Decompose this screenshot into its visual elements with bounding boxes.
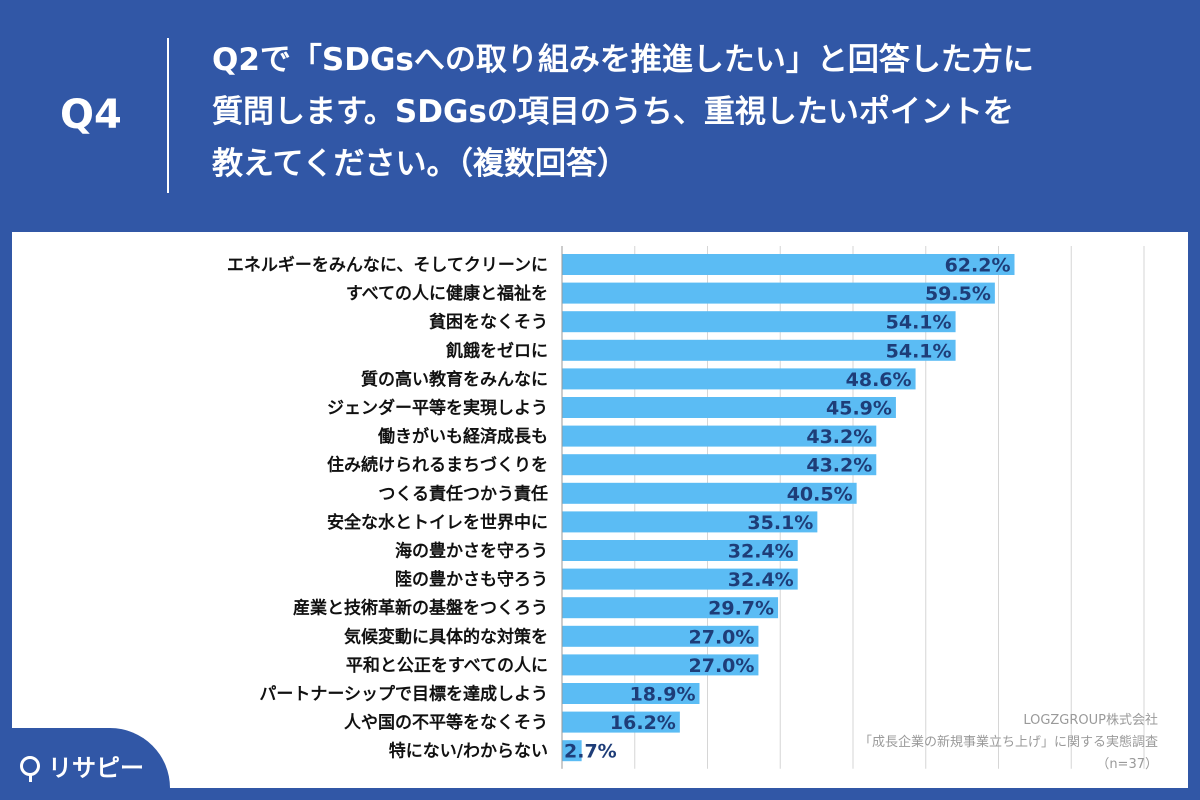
- category-label: 海の豊かさを守ろう: [395, 541, 548, 562]
- bar: [562, 254, 1015, 275]
- bar: [562, 597, 779, 619]
- value-label: 48.6%: [846, 369, 912, 391]
- value-label: 16.2%: [610, 712, 676, 734]
- bar: [562, 397, 896, 418]
- chart-panel: エネルギーをみんなに、そしてクリーンに 62.2% すべての人に健康と福祉を 59.5…: [12, 232, 1188, 788]
- question-line-1: Q2で「SDGsへの取り組みを推進したい」と回答した方に: [212, 42, 1034, 78]
- category-label: 産業と技術革新の基盤をつくろう: [293, 598, 548, 619]
- bar: [562, 454, 877, 476]
- question-line-2: 質問します。SDGsの項目のうち、重視したいポイントを: [212, 94, 1014, 130]
- bar: [562, 711, 680, 733]
- category-label: ジェンダー平等を実現しよう: [327, 398, 548, 419]
- value-label: 32.4%: [728, 569, 794, 591]
- bar: [562, 540, 798, 561]
- bar: [562, 339, 956, 361]
- bar: [562, 740, 582, 762]
- value-label: 2.7%: [564, 741, 617, 763]
- category-label: パートナーシップで目標を達成しよう: [259, 684, 548, 705]
- bar: [562, 625, 759, 647]
- value-label: 27.0%: [689, 655, 755, 677]
- logo-text: リサピー: [48, 754, 144, 782]
- category-label: 働きがいも経済成長も: [377, 426, 548, 447]
- category-label: 平和と公正をすべての人に: [346, 656, 548, 676]
- value-label: 45.9%: [826, 398, 892, 420]
- bar: [562, 482, 857, 504]
- bar: [562, 683, 700, 704]
- value-label: 18.9%: [630, 684, 696, 706]
- category-label: すべての人に健康と福祉を: [346, 283, 548, 304]
- bar-chart: エネルギーをみんなに、そしてクリーンに 62.2% すべての人に健康と福祉を 59.5…: [227, 246, 1145, 769]
- bar: [562, 425, 877, 447]
- value-label: 27.0%: [689, 626, 755, 648]
- source-sample: （n=37）: [1096, 757, 1158, 772]
- source-note: LOGZGROUP株式会社 「成長企業の新規事業立ち上げ」に関する実態調査 （n…: [859, 710, 1158, 776]
- category-label: つくる責任つかう責任: [378, 483, 548, 504]
- category-label: 飢餓をゼロに: [445, 340, 548, 361]
- value-label: 43.2%: [806, 426, 872, 448]
- value-label: 40.5%: [787, 483, 853, 505]
- value-label: 62.2%: [945, 255, 1011, 277]
- category-label: エネルギーをみんなに、そしてクリーンに: [227, 256, 548, 276]
- question-line-3: 教えてください。（複数回答）: [212, 146, 629, 182]
- question-number: Q4: [60, 92, 122, 138]
- bar: [562, 511, 818, 533]
- value-label: 32.4%: [728, 541, 794, 563]
- bar: [562, 568, 798, 590]
- category-label: 気候変動に具体的な対策を: [343, 626, 548, 647]
- category-label: 住み続けられるまちづくりを: [327, 455, 548, 476]
- value-label: 43.2%: [806, 455, 872, 477]
- bar: [562, 654, 759, 676]
- source-company: LOGZGROUP株式会社: [1023, 713, 1158, 728]
- value-label: 35.1%: [747, 512, 813, 534]
- logo: リサピー: [20, 748, 144, 783]
- value-label: 54.1%: [886, 312, 952, 334]
- pin-icon: [20, 755, 40, 782]
- category-label: 質の高い教育をみんなに: [361, 369, 548, 390]
- header: Q4 Q2で「SDGsへの取り組みを推進したい」と回答した方に 質問します。SD…: [0, 0, 1200, 230]
- bar: [562, 311, 956, 333]
- value-label: 59.5%: [925, 283, 991, 305]
- category-label: 陸の豊かさも守ろう: [395, 569, 548, 590]
- value-label: 54.1%: [886, 340, 952, 362]
- question-text: Q2で「SDGsへの取り組みを推進したい」と回答した方に 質問します。SDGsの…: [212, 34, 1172, 190]
- bar: [562, 368, 916, 390]
- category-label: 人や国の不平等をなくそう: [344, 712, 548, 733]
- bar: [562, 282, 995, 304]
- category-label: 貧困をなくそう: [429, 312, 548, 333]
- source-survey: 「成長企業の新規事業立ち上げ」に関する実態調査: [858, 735, 1158, 750]
- category-label: 特にない/わからない: [389, 741, 548, 762]
- header-divider: [167, 38, 169, 193]
- category-label: 安全な水とトイレを世界中に: [327, 512, 548, 533]
- value-label: 29.7%: [708, 598, 774, 620]
